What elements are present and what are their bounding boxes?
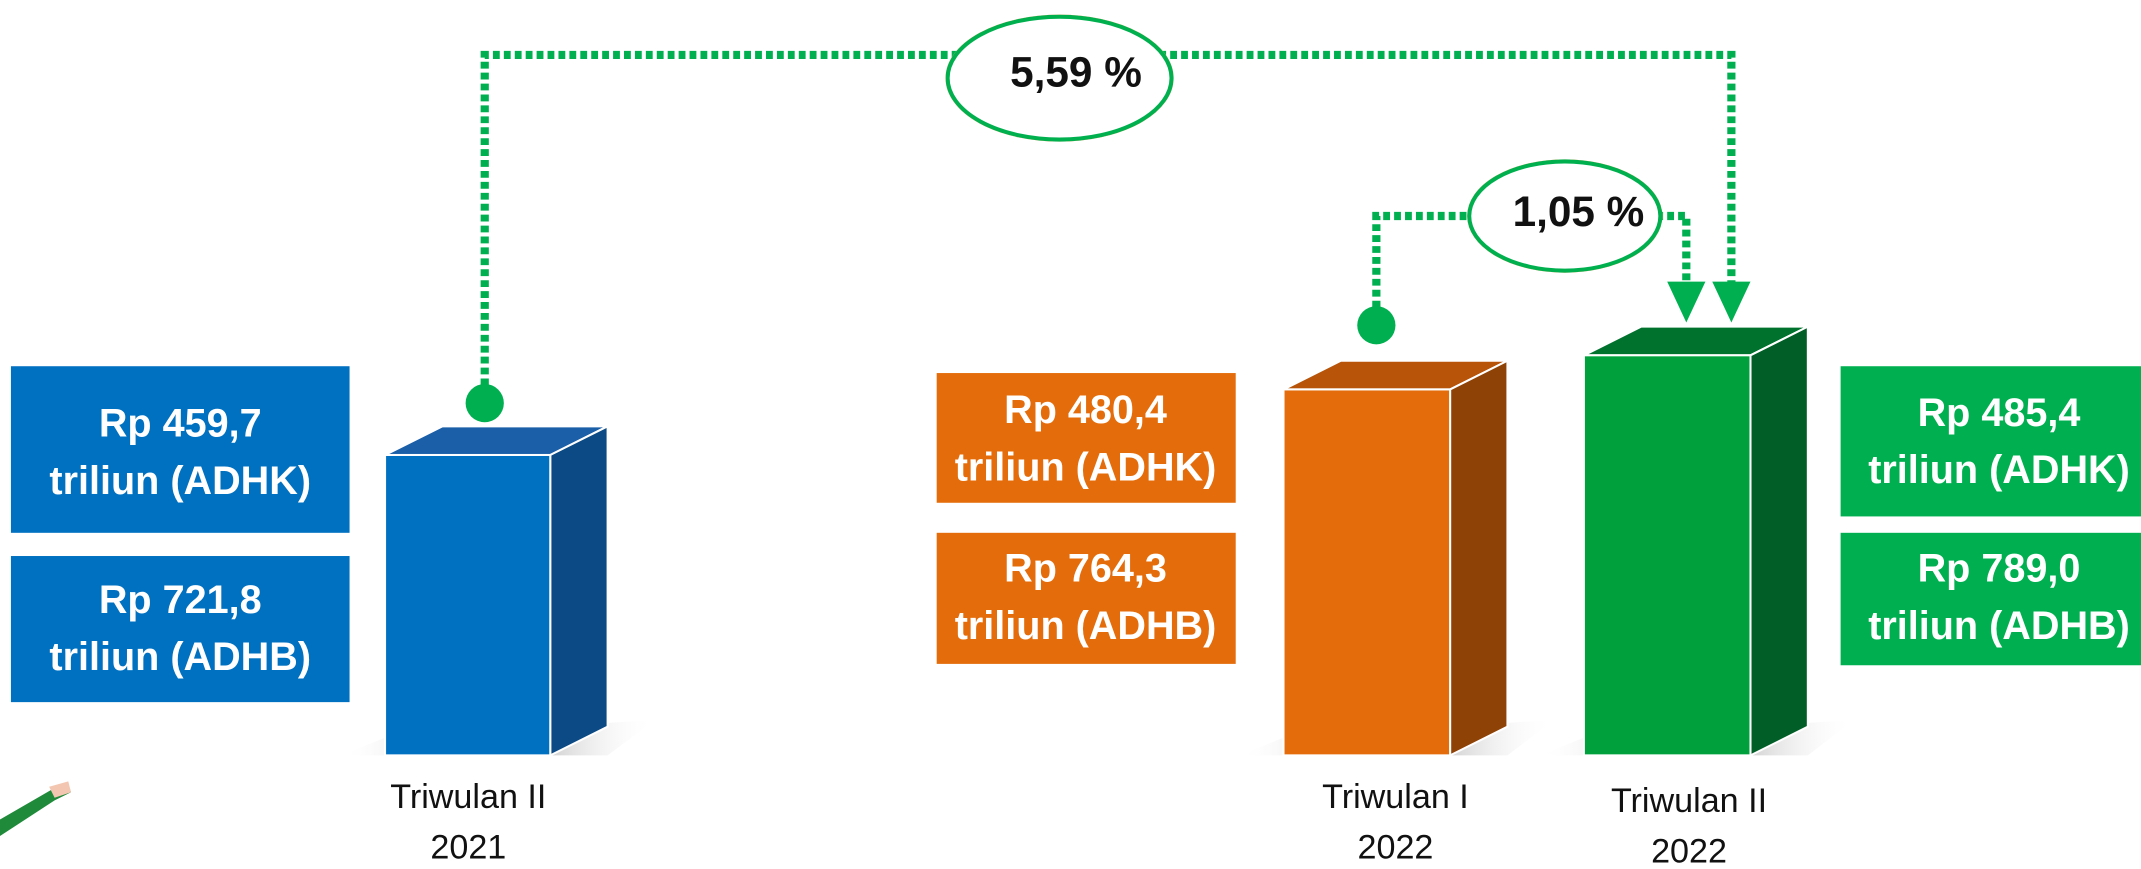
connector-dot: [465, 383, 504, 423]
period-label: Triwulan II: [390, 778, 546, 816]
decoration: [49, 781, 72, 798]
value-text: triliun (ADHB): [955, 604, 1217, 648]
decoration: [0, 784, 72, 836]
growth-label: 1,05 %: [1513, 188, 1645, 235]
growth-label: 5,59 %: [1010, 49, 1142, 96]
arrow-head: [1712, 281, 1751, 323]
value-box: [1840, 366, 2141, 517]
period-label: Triwulan I: [1322, 778, 1469, 816]
value-text: Rp 789,0: [1918, 546, 2081, 590]
value-box: [1840, 532, 2141, 666]
value-text: triliun (ADHK): [49, 459, 311, 503]
bar-side: [1749, 324, 1809, 758]
value-text: Rp 485,4: [1918, 391, 2081, 435]
growth-bubble: [1467, 159, 1663, 273]
period-label: 2022: [1358, 829, 1434, 867]
connector-dot: [1357, 306, 1396, 345]
value-box: [10, 366, 350, 533]
bar: [384, 453, 552, 757]
growth-bubble: [945, 14, 1174, 142]
value-text: Rp 480,4: [1004, 388, 1167, 432]
period-label: 2022: [1651, 833, 1727, 869]
bar-side: [1449, 359, 1509, 758]
value-box: [10, 556, 350, 703]
value-text: triliun (ADHK): [955, 445, 1217, 489]
arrow-head: [1667, 281, 1706, 323]
value-box: [936, 373, 1236, 503]
value-text: Rp 721,8: [99, 578, 262, 622]
value-text: Rp 764,3: [1004, 546, 1167, 590]
value-text: Rp 459,7: [99, 402, 262, 446]
bar: [1582, 354, 1752, 757]
value-box: [936, 532, 1236, 664]
bar: [1282, 388, 1452, 757]
value-text: triliun (ADHK): [1868, 448, 2130, 492]
period-label: 2021: [430, 829, 506, 867]
bar-side: [549, 424, 609, 758]
value-text: triliun (ADHB): [1868, 604, 2130, 648]
period-label: Triwulan II: [1611, 782, 1767, 820]
value-text: triliun (ADHB): [49, 635, 311, 679]
